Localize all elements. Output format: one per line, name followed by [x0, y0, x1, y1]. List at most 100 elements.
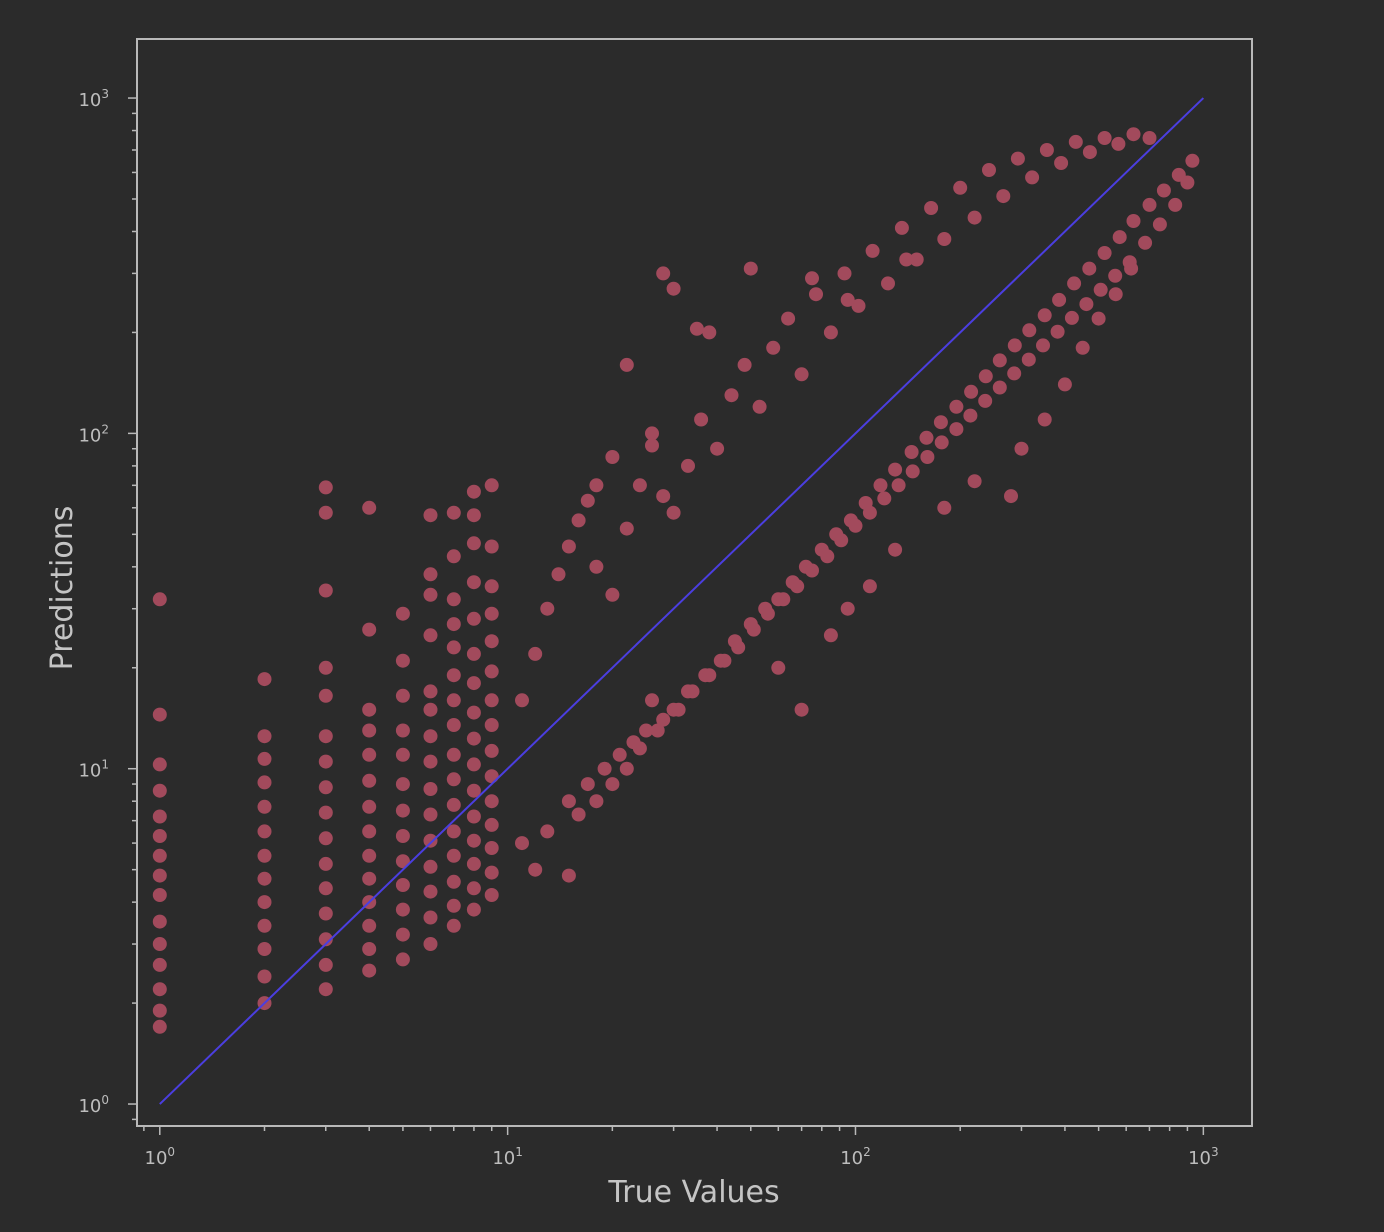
scatter-point: [840, 601, 855, 616]
scatter-point: [702, 668, 717, 683]
scatter-point: [484, 634, 499, 649]
scatter-point: [423, 587, 438, 602]
scatter-point: [737, 357, 752, 372]
scatter-point: [666, 281, 681, 296]
scatter-point: [1156, 183, 1171, 198]
scatter-point: [152, 868, 167, 883]
scatter-point: [446, 718, 461, 732]
scatter-point: [466, 705, 481, 720]
scatter-point: [949, 422, 964, 437]
scatter-point: [1082, 145, 1097, 160]
scatter-point: [1007, 366, 1022, 381]
scatter-point: [515, 693, 529, 708]
scatter-point: [152, 1003, 167, 1018]
scatter-point: [619, 761, 634, 776]
scatter-point: [540, 824, 555, 839]
scatter-point: [466, 676, 481, 691]
scatter-point: [694, 412, 709, 427]
scatter-point: [877, 491, 892, 506]
scatter-point: [257, 895, 272, 910]
scatter-point: [626, 735, 641, 750]
scatter-point: [605, 777, 620, 792]
scatter-point: [466, 575, 481, 590]
scatter-point: [982, 163, 996, 177]
scatter-point: [395, 606, 410, 621]
scatter-point: [589, 794, 604, 809]
scatter-point: [362, 773, 377, 788]
scatter-point: [1057, 377, 1072, 392]
scatter-point: [423, 508, 438, 523]
scatter-point: [937, 500, 952, 515]
scatter-point: [318, 982, 333, 997]
scatter-point: [152, 783, 167, 798]
scatter-point: [904, 445, 919, 459]
scatter-point: [152, 757, 167, 772]
scatter-point: [964, 384, 979, 399]
scatter-point: [766, 340, 781, 355]
y-tick-label: 103: [78, 87, 109, 111]
scatter-point: [484, 539, 499, 554]
scatter-point: [639, 723, 654, 738]
scatter-point: [257, 969, 272, 984]
scatter-point: [152, 592, 167, 607]
scatter-point: [1111, 136, 1126, 151]
ticks-layer: 100 101 102 103 100 101 102 103: [78, 87, 1218, 1169]
scatter-point: [362, 702, 377, 717]
scatter-point: [484, 817, 499, 832]
scatter-point: [671, 702, 686, 717]
scatter-point: [423, 884, 438, 899]
scatter-point: [920, 450, 935, 464]
scatter-point: [967, 474, 982, 489]
scatter-point: [484, 606, 499, 621]
scatter-point: [446, 772, 461, 787]
scatter-point: [362, 622, 377, 637]
scatter-point: [645, 438, 659, 453]
scatter-point: [1037, 308, 1052, 323]
scatter-point: [484, 769, 499, 784]
scatter-point: [446, 824, 461, 839]
scatter-point: [1082, 261, 1097, 276]
scatter-point: [257, 824, 272, 839]
scatter-point: [702, 325, 717, 340]
scatter-point: [605, 587, 620, 602]
scatter-point: [924, 201, 939, 215]
scatter-point: [551, 567, 566, 582]
scatter-point: [571, 513, 586, 528]
scatter-point: [423, 937, 438, 951]
y-axis-label: Predictions: [45, 506, 80, 671]
scatter-point: [743, 261, 758, 276]
scatter-point: [823, 628, 838, 643]
scatter-point: [881, 276, 895, 291]
scatter-point: [423, 729, 438, 744]
x-tick-label: 100: [145, 1145, 176, 1169]
scatter-point: [1075, 340, 1090, 355]
scatter-point: [619, 357, 634, 372]
scatter-point: [805, 563, 819, 578]
scatter-point: [152, 957, 167, 972]
scatter-point: [318, 688, 333, 703]
scatter-point: [395, 777, 410, 792]
scatter-point: [395, 952, 410, 967]
scatter-point: [933, 415, 948, 430]
scatter-point: [466, 508, 481, 523]
scatter-point: [446, 592, 461, 607]
scatter-point: [934, 435, 949, 450]
scatter-point: [746, 622, 761, 637]
scatter-point: [257, 775, 272, 790]
scatter-point: [685, 684, 700, 699]
scatter-point: [571, 807, 586, 822]
scatter-point: [1022, 323, 1037, 338]
scatter-point: [1142, 131, 1157, 145]
scatter-point: [605, 450, 620, 464]
scatter-point: [466, 902, 481, 917]
y-tick-label: 102: [78, 422, 109, 446]
scatter-point: [446, 693, 461, 708]
scatter-point: [561, 794, 576, 809]
scatter-point: [318, 906, 333, 921]
scatter-point: [919, 430, 934, 445]
scatter-point: [1142, 197, 1157, 212]
scatter-point: [362, 723, 377, 738]
scatter-point: [528, 862, 543, 877]
scatter-point: [781, 311, 796, 326]
scatter-point: [834, 533, 849, 548]
